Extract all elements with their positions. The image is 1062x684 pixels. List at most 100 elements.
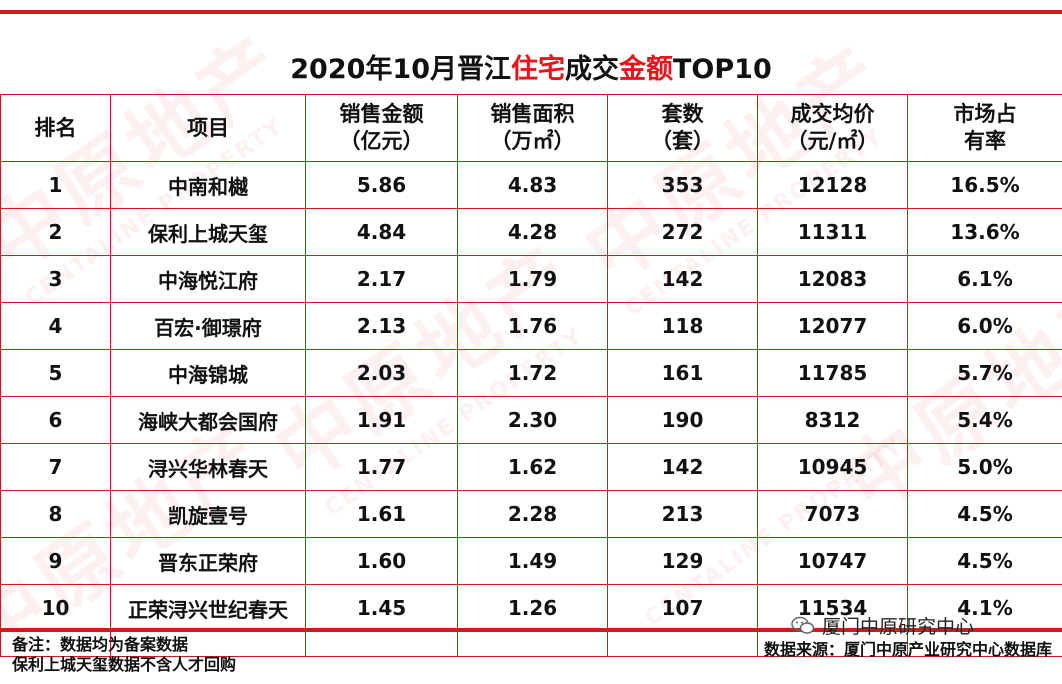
cell-sales-amount: 1.91 bbox=[306, 397, 458, 444]
cell-units: 161 bbox=[608, 350, 758, 397]
cell-project: 晋东正荣府 bbox=[111, 538, 306, 585]
cell-avg-price: 12077 bbox=[758, 303, 908, 350]
header-avg-price: 成交均价（元/㎡） bbox=[758, 95, 908, 162]
cell-rank: 4 bbox=[1, 303, 111, 350]
header-sales-amount: 销售金额（亿元） bbox=[306, 95, 458, 162]
header-units: 套数（套） bbox=[608, 95, 758, 162]
cell-rank: 9 bbox=[1, 538, 111, 585]
cell-sales-amount: 1.60 bbox=[306, 538, 458, 585]
cell-units: 129 bbox=[608, 538, 758, 585]
cell-market-share: 5.4% bbox=[908, 397, 1062, 444]
cell-units: 142 bbox=[608, 256, 758, 303]
header-sales-area: 销售面积（万㎡） bbox=[458, 95, 608, 162]
cell-sales-amount: 2.13 bbox=[306, 303, 458, 350]
empty-cell bbox=[608, 632, 758, 657]
title-highlight-1: 住宅 bbox=[511, 54, 565, 85]
wechat-watermark: 厦门中原研究中心 bbox=[790, 612, 974, 639]
cell-sales-area: 1.62 bbox=[458, 444, 608, 491]
cell-sales-amount: 4.84 bbox=[306, 209, 458, 256]
cell-project: 浔兴华林春天 bbox=[111, 444, 306, 491]
header-rank: 排名 bbox=[1, 95, 111, 162]
title-suffix: TOP10 bbox=[673, 54, 772, 85]
cell-rank: 7 bbox=[1, 444, 111, 491]
ranking-table: 排名 项目 销售金额（亿元） 销售面积（万㎡） 套数（套） 成交均价（元/㎡） … bbox=[0, 94, 1062, 657]
header-market-share: 市场占有率 bbox=[908, 95, 1062, 162]
cell-avg-price: 8312 bbox=[758, 397, 908, 444]
cell-units: 272 bbox=[608, 209, 758, 256]
top-rule bbox=[0, 10, 1062, 14]
title-middle: 成交 bbox=[565, 54, 619, 85]
cell-market-share: 13.6% bbox=[908, 209, 1062, 256]
cell-avg-price: 11311 bbox=[758, 209, 908, 256]
cell-rank: 6 bbox=[1, 397, 111, 444]
cell-avg-price: 7073 bbox=[758, 491, 908, 538]
cell-market-share: 4.5% bbox=[908, 538, 1062, 585]
cell-sales-area: 1.26 bbox=[458, 585, 608, 632]
cell-rank: 10 bbox=[1, 585, 111, 632]
cell-project: 中南和樾 bbox=[111, 162, 306, 209]
cell-sales-area: 2.28 bbox=[458, 491, 608, 538]
cell-rank: 1 bbox=[1, 162, 111, 209]
page-title: 2020年10月晋江住宅成交金额TOP10 bbox=[0, 47, 1062, 86]
cell-project: 正荣浔兴世纪春天 bbox=[111, 585, 306, 632]
cell-sales-amount: 2.17 bbox=[306, 256, 458, 303]
cell-units: 190 bbox=[608, 397, 758, 444]
note-line: 备注：数据均为备案数据 bbox=[12, 635, 236, 655]
cell-sales-area: 1.72 bbox=[458, 350, 608, 397]
cell-sales-amount: 5.86 bbox=[306, 162, 458, 209]
notes: 备注：数据均为备案数据 保利上城天玺数据不含人才回购 bbox=[12, 635, 236, 675]
cell-avg-price: 10945 bbox=[758, 444, 908, 491]
empty-cell bbox=[458, 632, 608, 657]
cell-rank: 2 bbox=[1, 209, 111, 256]
cell-market-share: 5.0% bbox=[908, 444, 1062, 491]
cell-sales-area: 1.76 bbox=[458, 303, 608, 350]
cell-units: 118 bbox=[608, 303, 758, 350]
cell-market-share: 6.1% bbox=[908, 256, 1062, 303]
note-line: 保利上城天玺数据不含人才回购 bbox=[12, 655, 236, 675]
cell-units: 353 bbox=[608, 162, 758, 209]
cell-project: 中海锦城 bbox=[111, 350, 306, 397]
header-project: 项目 bbox=[111, 95, 306, 162]
title-prefix: 2020年10月晋江 bbox=[290, 54, 511, 85]
cell-rank: 5 bbox=[1, 350, 111, 397]
cell-sales-area: 4.28 bbox=[458, 209, 608, 256]
cell-sales-amount: 1.45 bbox=[306, 585, 458, 632]
cell-sales-amount: 2.03 bbox=[306, 350, 458, 397]
cell-avg-price: 10747 bbox=[758, 538, 908, 585]
empty-cell bbox=[306, 632, 458, 657]
cell-project: 凯旋壹号 bbox=[111, 491, 306, 538]
cell-sales-area: 1.49 bbox=[458, 538, 608, 585]
cell-avg-price: 12083 bbox=[758, 256, 908, 303]
cell-market-share: 5.7% bbox=[908, 350, 1062, 397]
title-highlight-2: 金额 bbox=[619, 54, 673, 85]
cell-rank: 3 bbox=[1, 256, 111, 303]
cell-market-share: 16.5% bbox=[908, 162, 1062, 209]
cell-sales-area: 2.30 bbox=[458, 397, 608, 444]
header-row: 排名 项目 销售金额（亿元） 销售面积（万㎡） 套数（套） 成交均价（元/㎡） … bbox=[1, 95, 1062, 162]
cell-sales-area: 4.83 bbox=[458, 162, 608, 209]
cell-project: 百宏·御璟府 bbox=[111, 303, 306, 350]
cell-units: 142 bbox=[608, 444, 758, 491]
cell-market-share: 4.5% bbox=[908, 491, 1062, 538]
wechat-icon bbox=[790, 616, 816, 636]
cell-market-share: 6.0% bbox=[908, 303, 1062, 350]
cell-rank: 8 bbox=[1, 491, 111, 538]
cell-sales-amount: 1.61 bbox=[306, 491, 458, 538]
cell-sales-amount: 1.77 bbox=[306, 444, 458, 491]
cell-avg-price: 12128 bbox=[758, 162, 908, 209]
wechat-account: 厦门中原研究中心 bbox=[822, 612, 974, 639]
cell-project: 中海悦江府 bbox=[111, 256, 306, 303]
cell-project: 保利上城天玺 bbox=[111, 209, 306, 256]
cell-units: 213 bbox=[608, 491, 758, 538]
cell-project: 海峡大都会国府 bbox=[111, 397, 306, 444]
cell-sales-area: 1.79 bbox=[458, 256, 608, 303]
